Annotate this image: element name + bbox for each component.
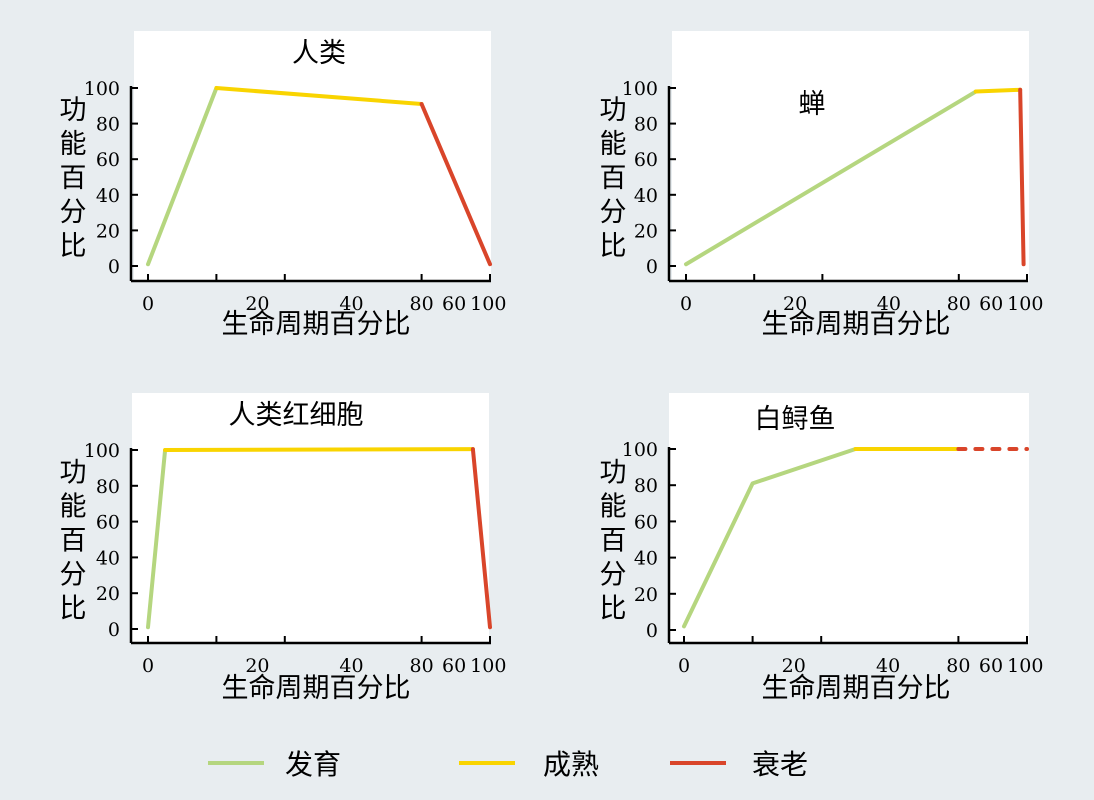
- y-tick-label: 40: [634, 548, 658, 570]
- series-line-成熟: [214, 86, 424, 107]
- x-tick-label: 100: [470, 293, 506, 315]
- series-line-发育: [684, 89, 978, 267]
- x-tick-label: 100: [1007, 293, 1043, 315]
- x-tick-label: 60: [442, 293, 466, 315]
- x-tick-label: 60: [979, 655, 1003, 677]
- x-tick-label: 0: [680, 293, 692, 315]
- y-tick-label: 20: [634, 220, 658, 242]
- y-tick-label: 100: [622, 439, 658, 461]
- y-tick-label: 100: [622, 78, 658, 100]
- x-tick-label: 20: [245, 655, 269, 677]
- x-tick-label: 40: [877, 293, 901, 315]
- series-line-衰老: [470, 447, 492, 630]
- x-tick-label: 60: [979, 293, 1003, 315]
- plot-panel: [132, 393, 489, 643]
- x-tick-label: 100: [470, 655, 506, 677]
- series-line-衰老: [419, 102, 492, 267]
- y-axis-label: 功能百分比: [600, 458, 627, 625]
- y-tick-label: 100: [84, 440, 120, 462]
- y-tick-label: 40: [634, 185, 658, 207]
- subplot-title: 人类红细胞: [229, 400, 364, 431]
- plot-panel: [134, 31, 491, 281]
- x-tick-label: 20: [245, 293, 269, 315]
- y-tick-label: 0: [646, 620, 658, 642]
- y-tick-label: 40: [96, 185, 120, 207]
- x-tick-label: 60: [442, 655, 466, 677]
- plot-panel: [669, 393, 1029, 643]
- x-axis-label: 生命周期百分比: [222, 309, 411, 340]
- y-tick-label: 80: [96, 114, 120, 136]
- y-tick-label: 100: [84, 78, 120, 100]
- y-axis-label: 功能百分比: [60, 458, 87, 625]
- y-tick-label: 20: [634, 584, 658, 606]
- x-tick-label: 80: [946, 655, 970, 677]
- y-tick-label: 20: [96, 583, 120, 605]
- y-tick-label: 60: [96, 512, 120, 534]
- series-line-发育: [682, 447, 858, 629]
- y-tick-label: 20: [96, 220, 120, 242]
- x-axis-label: 生命周期百分比: [222, 673, 411, 704]
- x-tick-label: 80: [410, 293, 434, 315]
- series-line-衰老: [1018, 87, 1026, 267]
- y-tick-label: 0: [108, 619, 120, 641]
- y-tick-label: 80: [634, 114, 658, 136]
- y-tick-label: 60: [634, 511, 658, 533]
- y-tick-label: 40: [96, 547, 120, 569]
- x-tick-label: 0: [678, 655, 690, 677]
- x-tick-label: 0: [142, 655, 154, 677]
- x-axis-label: 生命周期百分比: [762, 309, 951, 340]
- x-tick-label: 40: [339, 655, 363, 677]
- x-tick-label: 40: [339, 293, 363, 315]
- subplot-title: 白鲟鱼: [755, 404, 836, 435]
- y-tick-label: 0: [108, 256, 120, 278]
- x-tick-label: 80: [947, 293, 971, 315]
- y-tick-label: 80: [96, 476, 120, 498]
- legend-label: 发育: [285, 748, 341, 781]
- y-tick-label: 60: [634, 149, 658, 171]
- x-tick-label: 20: [782, 655, 806, 677]
- series-line-发育: [146, 86, 219, 267]
- subplot-title: 蝉: [799, 89, 826, 120]
- x-tick-label: 0: [142, 293, 154, 315]
- legend-label: 衰老: [752, 748, 808, 781]
- x-tick-label: 80: [410, 655, 434, 677]
- x-tick-label: 40: [876, 655, 900, 677]
- subplot-title: 人类: [292, 38, 346, 69]
- series-line-成熟: [973, 87, 1023, 94]
- legend: 发育 成熟 衰老: [208, 748, 808, 781]
- x-tick-label: 20: [783, 293, 807, 315]
- y-tick-label: 60: [96, 149, 120, 171]
- legend-label: 成熟: [543, 748, 599, 781]
- series-line-成熟: [163, 447, 475, 452]
- y-axis-label: 功能百分比: [60, 95, 87, 262]
- y-tick-label: 80: [634, 475, 658, 497]
- y-axis-label: 功能百分比: [600, 95, 627, 262]
- plot-panel: [672, 31, 1029, 281]
- x-axis-label: 生命周期百分比: [762, 673, 951, 704]
- series-line-发育: [146, 448, 168, 630]
- y-tick-label: 0: [646, 256, 658, 278]
- x-tick-label: 100: [1007, 655, 1043, 677]
